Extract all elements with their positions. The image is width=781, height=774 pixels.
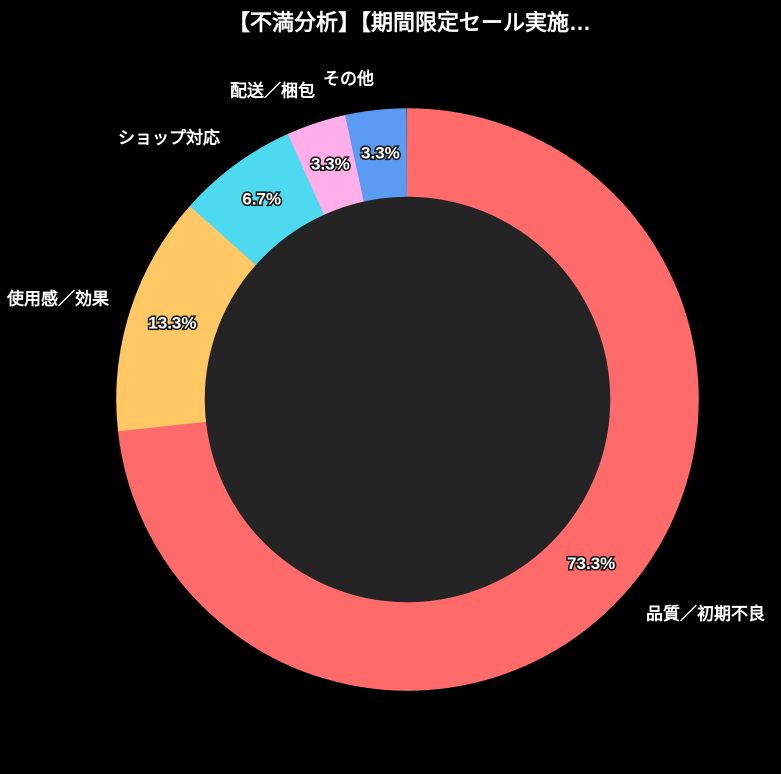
svg-text:6.7%: 6.7%	[242, 190, 281, 209]
svg-text:73.3%: 73.3%	[567, 554, 615, 573]
svg-text:13.3%: 13.3%	[148, 313, 196, 332]
svg-text:3.3%: 3.3%	[311, 154, 350, 173]
svg-text:その他: その他	[323, 68, 374, 88]
svg-text:ショップ対応: ショップ対応	[118, 127, 220, 147]
svg-text:配送／梱包: 配送／梱包	[230, 80, 315, 100]
svg-text:使用感／効果: 使用感／効果	[6, 288, 109, 308]
svg-text:3.3%: 3.3%	[361, 143, 400, 162]
svg-text:品質／初期不良: 品質／初期不良	[646, 603, 765, 623]
